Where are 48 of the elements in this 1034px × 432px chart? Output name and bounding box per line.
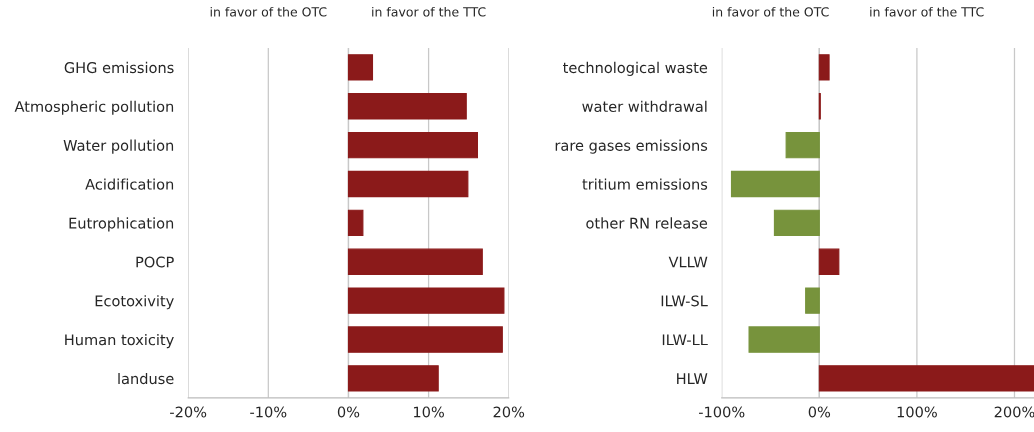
y-tick-label: water withdrawal [582,100,707,113]
bar [730,170,820,198]
y-tick-label: landuse [118,372,174,385]
y-tick-label: VLLW [668,256,708,268]
y-tick-label: Eutrophication [69,217,174,232]
bar [785,131,820,159]
text: in favor of the OTC [210,6,327,17]
x-tick-label: 20% [493,406,525,418]
bar [347,131,479,159]
bar [347,248,483,275]
y-tick-label: Water pollution [63,139,174,154]
bar [347,93,467,120]
bar [818,248,840,275]
y-tick-label: Atmospheric pollution [14,100,174,115]
bar [748,326,820,353]
x-tick-label: -10% [250,406,287,418]
y-tick-label: Acidification [85,178,174,190]
x-tick-label: 200% [994,406,1034,418]
x-tick-label: 0% [808,406,831,418]
y-tick-label: ILW-LL [662,334,708,346]
bar [818,54,830,81]
x-tick-label: 100% [897,406,937,418]
bar [347,54,374,81]
bar [347,365,439,392]
y-tick-label: HLW [677,373,708,384]
y-tick-label: Human toxicity [65,334,174,349]
bar [347,209,364,237]
x-tick-label: 0% [337,406,360,418]
y-tick-label: technological waste [563,61,708,76]
x-tick-label: -100% [698,406,745,418]
bar [818,365,1034,392]
text: in favor of the OTC [712,6,829,17]
bar [347,170,469,198]
y-tick-label: other RN release [586,217,708,229]
y-tick-label: tritium emissions [582,178,708,190]
text: in favor of the TTC [870,6,984,17]
bar [773,209,820,237]
bar [347,287,505,314]
bar [805,287,820,314]
y-tick-label: rare gases emissions [555,139,708,154]
text: in favor of the TTC [372,6,486,17]
y-tick-label: GHG emissions [64,61,174,74]
y-tick-label: ILW-SL [661,295,708,307]
y-tick-label: POCP [136,256,174,268]
x-tick-label: 10% [413,406,444,418]
bar [347,326,503,353]
y-tick-label: Ecotoxivity [95,295,174,310]
x-tick-label: -20% [170,406,207,418]
